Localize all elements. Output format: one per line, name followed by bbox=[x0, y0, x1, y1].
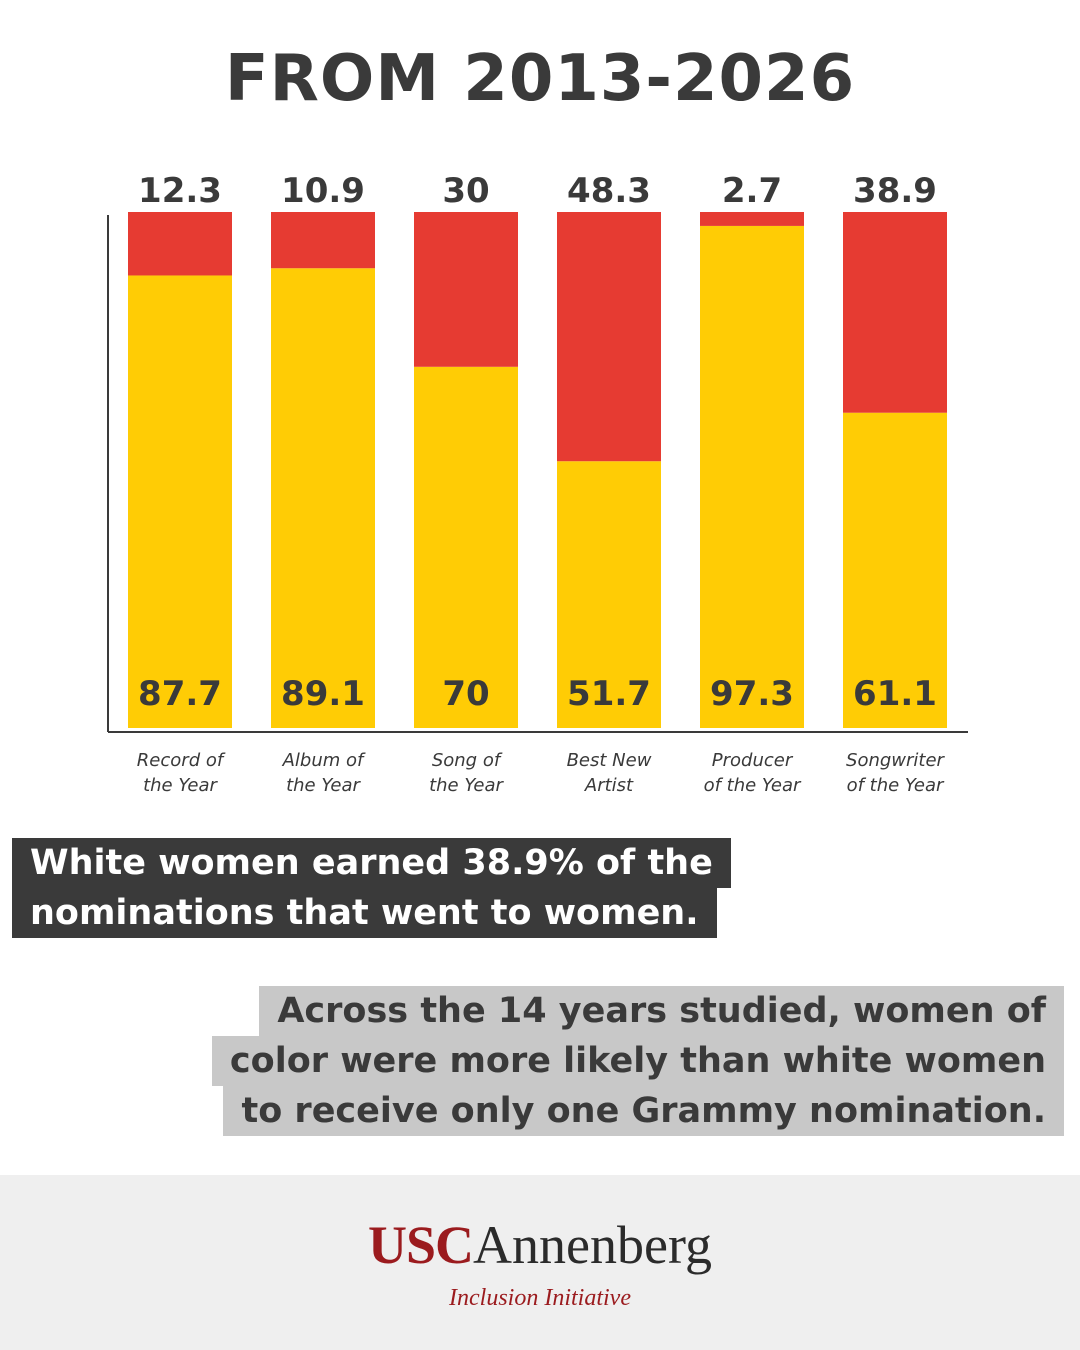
data-label-upper: 30 bbox=[442, 171, 489, 211]
bar-segment-lower bbox=[700, 225, 804, 728]
data-label-lower: 87.7 bbox=[138, 674, 222, 714]
women-of-color-callout: Across the 14 years studied, women of co… bbox=[211, 986, 1064, 1136]
category-label: of the Year bbox=[847, 775, 945, 796]
callout-line: nominations that went to women. bbox=[12, 888, 717, 938]
data-label-upper: 38.9 bbox=[853, 171, 937, 211]
category-label: Record of bbox=[137, 750, 226, 771]
category-label: Best New bbox=[567, 750, 652, 771]
bar-segment-upper bbox=[557, 212, 661, 462]
data-label-upper: 10.9 bbox=[281, 171, 365, 211]
bar-segment-upper bbox=[843, 212, 947, 413]
bar-segment-lower bbox=[128, 275, 232, 728]
category-label: Album of bbox=[282, 750, 366, 771]
usc-annenberg-logo: USCAnnenberg bbox=[0, 1215, 1080, 1275]
callout-line: to receive only one Grammy nomination. bbox=[223, 1086, 1064, 1136]
white-women-callout: White women earned 38.9% of the nominati… bbox=[12, 838, 731, 938]
bar-segment-upper bbox=[128, 212, 232, 276]
category-label: Songwriter bbox=[846, 750, 946, 771]
chart-title: FROM 2013-2026 bbox=[224, 42, 856, 116]
callout-line: color were more likely than white women bbox=[211, 1036, 1064, 1086]
bar-segment-lower bbox=[414, 366, 518, 728]
callout-line: Across the 14 years studied, women of bbox=[259, 986, 1064, 1036]
data-label-upper: 2.7 bbox=[722, 171, 782, 211]
category-label: Song of bbox=[432, 750, 503, 771]
data-label-upper: 48.3 bbox=[567, 171, 651, 211]
bar-segment-lower bbox=[843, 412, 947, 728]
callout-line: White women earned 38.9% of the bbox=[12, 838, 731, 888]
category-label: the Year bbox=[143, 775, 218, 796]
bar-segment-upper bbox=[414, 212, 518, 367]
category-label: Artist bbox=[584, 775, 634, 796]
data-label-lower: 51.7 bbox=[567, 674, 651, 714]
logo-usc: USC bbox=[368, 1215, 474, 1275]
category-label: Producer bbox=[712, 750, 794, 771]
stacked-bar-chart: 12.3 87.7 Record of the Year 10.9 89.1 Album o… bbox=[107, 171, 968, 796]
bar-segment-upper bbox=[700, 212, 804, 226]
logo-subtitle: Inclusion Initiative bbox=[449, 1285, 631, 1311]
data-label-upper: 12.3 bbox=[138, 171, 222, 211]
data-label-lower: 61.1 bbox=[853, 674, 937, 714]
bar-segment-upper bbox=[271, 212, 375, 269]
logo-annenberg: Annenberg bbox=[473, 1215, 712, 1275]
footer: USCAnnenberg Inclusion Initiative bbox=[0, 1175, 1080, 1350]
bar-segment-lower bbox=[557, 461, 661, 728]
data-label-lower: 97.3 bbox=[710, 674, 794, 714]
data-label-lower: 70 bbox=[442, 674, 489, 714]
category-label: the Year bbox=[429, 775, 504, 796]
category-label: of the Year bbox=[704, 775, 802, 796]
bar-segment-lower bbox=[271, 268, 375, 728]
category-label: the Year bbox=[286, 775, 361, 796]
data-label-lower: 89.1 bbox=[281, 674, 365, 714]
